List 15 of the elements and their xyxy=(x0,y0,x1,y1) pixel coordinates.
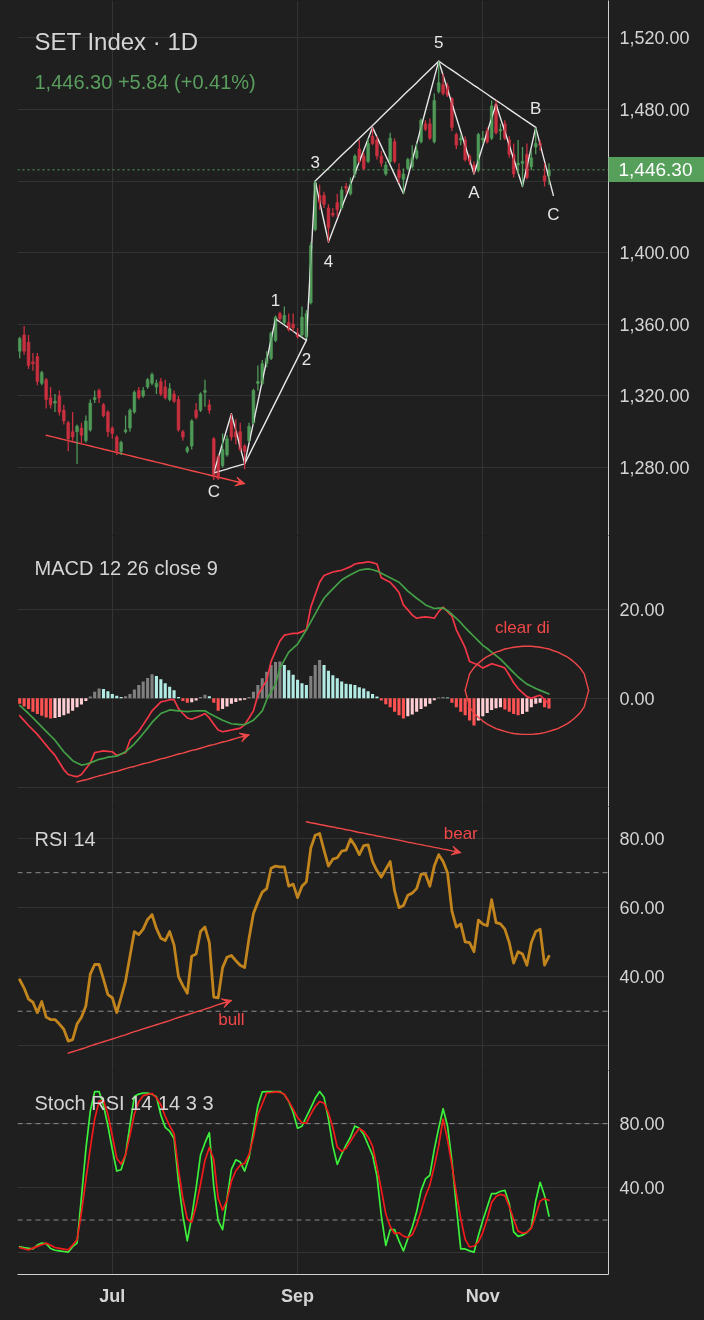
y-tick-label: 60.00 xyxy=(619,897,665,918)
x-tick-label: Jul xyxy=(99,1285,126,1306)
x-tick-label: Nov xyxy=(465,1285,500,1306)
text: MACD 12 26 close 9 xyxy=(34,556,218,579)
y-tick-label: 80.00 xyxy=(619,828,665,849)
annotation: clear di xyxy=(495,617,550,637)
y-tick-label: 0.00 xyxy=(619,688,655,709)
y-tick-label: 20.00 xyxy=(619,599,665,620)
annotation: bull xyxy=(218,1010,245,1030)
x-tick-label: Sep xyxy=(281,1285,315,1306)
y-tick-label: 80.00 xyxy=(619,1114,665,1135)
y-tick-label: 40.00 xyxy=(619,1178,665,1199)
annotation: bear xyxy=(443,824,479,844)
y-tick-label: 40.00 xyxy=(619,967,665,988)
text: RSI 14 xyxy=(34,827,96,850)
